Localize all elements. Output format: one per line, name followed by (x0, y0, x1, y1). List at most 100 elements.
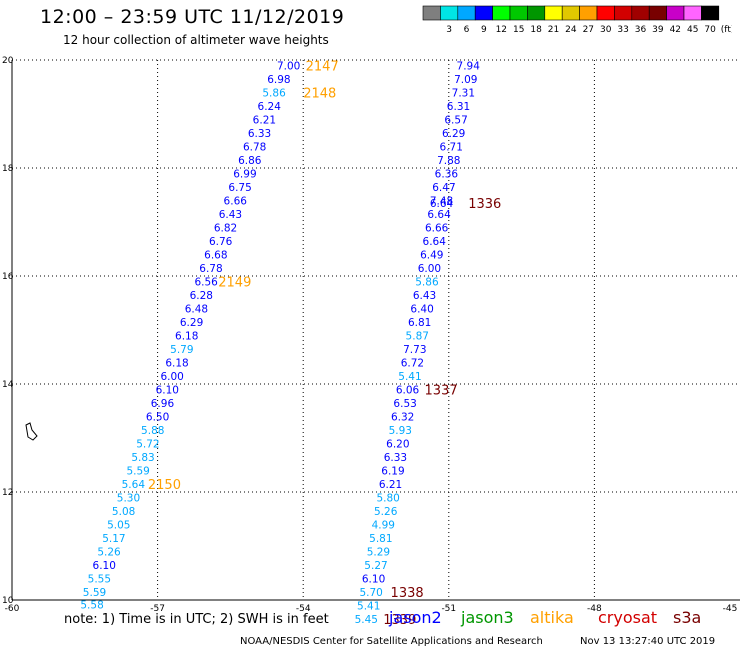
swh-value-label: 6.64 (427, 209, 451, 221)
swh-value-label: 6.64 (423, 236, 447, 248)
swh-value-label: 6.21 (253, 114, 276, 126)
satellite-altika-label: altika (530, 608, 574, 627)
scale-tick-label: 42 (670, 25, 681, 35)
swh-value-label: 6.06 (396, 384, 420, 396)
swh-value-label: 6.40 (410, 303, 433, 315)
swh-value-label: 5.59 (126, 465, 149, 477)
x-tick-label: -54 (296, 604, 311, 614)
swh-value-label: 5.88 (141, 425, 164, 437)
pass-number-label: 1338 (391, 586, 424, 601)
scale-swatch-16 (701, 5, 720, 21)
swh-value-label: 6.56 (194, 276, 218, 288)
swh-value-label: 6.99 (233, 168, 256, 180)
swh-value-label: 6.33 (384, 452, 407, 464)
scale-tick-label: 27 (583, 25, 594, 35)
swh-value-label: 6.29 (180, 317, 203, 329)
swh-value-label: 6.86 (238, 155, 262, 167)
swh-value-label: 6.76 (209, 236, 233, 248)
swh-value-label: 5.30 (117, 492, 140, 504)
pass-number-label: 2150 (148, 478, 181, 493)
swh-value-label: 6.10 (362, 573, 385, 585)
satellite-jason3-label: jason3 (461, 608, 514, 627)
swh-value-label: 6.00 (418, 263, 441, 275)
swh-value-label: 6.64 (430, 198, 454, 210)
swh-value-label: 6.33 (248, 128, 271, 140)
swh-value-label: 6.19 (381, 465, 404, 477)
credit-line: NOAA/NESDIS Center for Satellite Applica… (240, 636, 543, 647)
swh-value-label: 5.64 (122, 479, 146, 491)
swh-value-label: 6.24 (258, 101, 282, 113)
scale-tick-label: 45 (687, 25, 698, 35)
scale-tick-label: 18 (530, 25, 542, 35)
swh-value-label: 6.10 (156, 384, 179, 396)
scale-tick-label: 3 (446, 25, 452, 35)
swh-value-label: 6.18 (175, 330, 198, 342)
swh-value-label: 6.57 (444, 114, 467, 126)
swh-value-label: 6.47 (432, 182, 455, 194)
scale-tick-label: 33 (617, 25, 628, 35)
swh-value-label: 7.88 (437, 155, 460, 167)
x-tick-label: -51 (441, 604, 456, 614)
footer-note: note: 1) Time is in UTC; 2) SWH is in fe… (64, 612, 329, 627)
scale-tick-label: 9 (481, 25, 487, 35)
swh-value-label: 5.87 (406, 330, 429, 342)
swh-value-label: 6.21 (379, 479, 402, 491)
swh-value-label: 6.31 (447, 101, 470, 113)
chart-title: 12:00 – 23:59 UTC 11/12/2019 (40, 6, 345, 28)
satellite-s3a-label: s3a (673, 608, 702, 627)
swh-value-label: 6.78 (199, 263, 222, 275)
swh-value-label: 6.20 (386, 438, 409, 450)
swh-value-label: 5.08 (112, 506, 135, 518)
swh-value-label: 6.43 (413, 290, 436, 302)
pass-number-label: 1336 (468, 197, 501, 212)
swh-value-label: 6.36 (435, 168, 459, 180)
swh-value-label: 6.50 (146, 411, 169, 423)
swh-value-label: 6.00 (160, 371, 183, 383)
swh-value-label: 6.68 (204, 249, 227, 261)
swh-value-label: 5.29 (367, 546, 390, 558)
pass-number-label: 2147 (306, 59, 339, 74)
swh-value-label: 7.94 (457, 60, 481, 72)
swh-value-label: 5.86 (262, 87, 286, 99)
swh-value-label: 5.55 (88, 573, 111, 585)
x-tick-label: -45 (723, 604, 738, 614)
chart-subtitle: 12 hour collection of altimeter wave hei… (63, 33, 329, 47)
swh-value-label: 5.26 (97, 546, 121, 558)
swh-value-label: 6.28 (190, 290, 213, 302)
swh-value-label: 6.53 (393, 398, 416, 410)
x-tick-label: -48 (587, 604, 602, 614)
y-tick-label: 16 (2, 272, 14, 282)
swh-value-label: 5.26 (374, 506, 398, 518)
swh-value-label: 6.43 (219, 209, 242, 221)
y-tick-label: 20 (2, 56, 14, 66)
swh-value-label: 6.96 (151, 398, 175, 410)
scale-tick-label: 6 (464, 25, 470, 35)
swh-value-label: 6.72 (401, 357, 424, 369)
scale-tick-label: 39 (652, 25, 664, 35)
swh-value-label: 5.05 (107, 519, 130, 531)
swh-value-label: 5.41 (398, 371, 421, 383)
swh-value-label: 5.58 (80, 599, 103, 611)
satellite-jason2-label: jason2 (389, 608, 442, 627)
swh-value-label: 6.49 (420, 249, 443, 261)
x-tick-label: -57 (150, 604, 165, 614)
y-tick-label: 10 (2, 596, 14, 606)
swh-value-label: 6.71 (440, 141, 463, 153)
scale-tick-label: 70 (704, 25, 716, 35)
swh-value-label: 5.79 (170, 344, 193, 356)
scale-tick-label: 12 (496, 25, 507, 35)
swh-value-label: 5.86 (415, 276, 439, 288)
swh-value-label: 5.27 (364, 560, 387, 572)
swh-value-label: 6.66 (224, 195, 248, 207)
satellite-cryosat-label: cryosat (598, 608, 658, 627)
swh-value-label: 5.45 (355, 614, 378, 626)
pass-number-label: 1337 (425, 383, 458, 398)
swh-value-label: 5.59 (83, 587, 106, 599)
swh-value-label: 5.70 (359, 587, 382, 599)
swh-value-label: 6.75 (228, 182, 251, 194)
swh-value-label: 7.73 (403, 344, 426, 356)
swh-value-label: 6.32 (391, 411, 414, 423)
swh-value-label: 7.31 (452, 87, 475, 99)
swh-value-label: 6.10 (93, 560, 116, 572)
